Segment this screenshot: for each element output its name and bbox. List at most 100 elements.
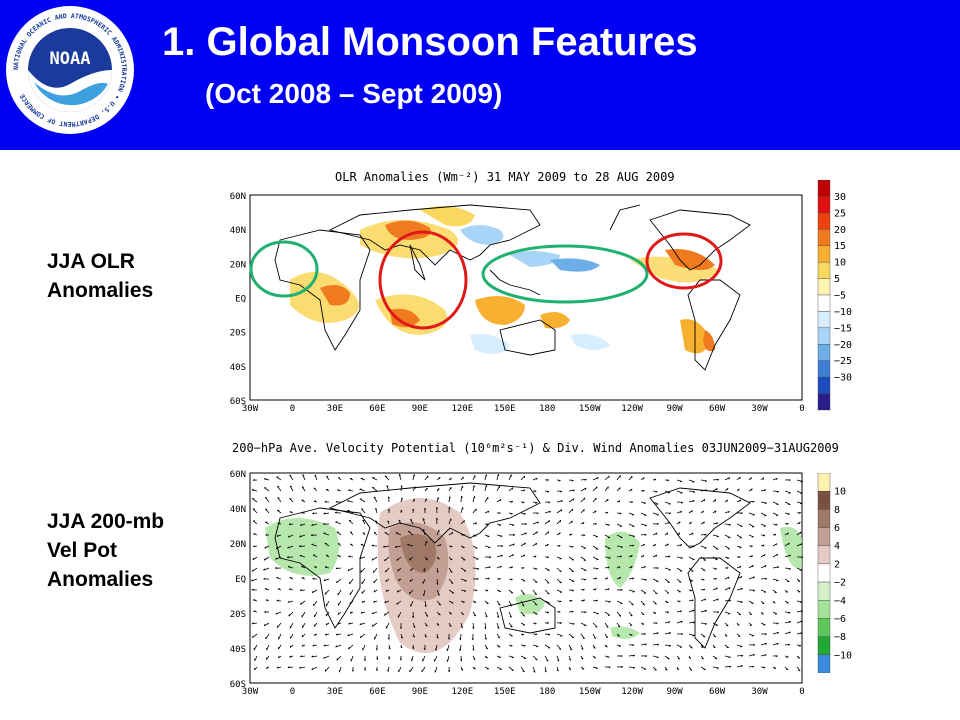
- wind-vector-head: [251, 579, 254, 582]
- wind-vector: [323, 532, 330, 536]
- wind-vector-head: [788, 542, 790, 545]
- wind-vector-head: [558, 648, 562, 650]
- colorbar-swatch: [817, 581, 831, 601]
- wind-vector-head: [413, 474, 416, 477]
- wind-vector-head: [275, 566, 278, 569]
- wind-vector: [712, 488, 718, 492]
- page-subtitle: (Oct 2008 – Sept 2009): [205, 78, 503, 109]
- wind-vector: [664, 655, 670, 660]
- colorbar-swatch: [817, 618, 831, 637]
- wind-vector: [664, 555, 671, 558]
- wind-vector-head: [621, 666, 624, 669]
- wind-vector-head: [311, 590, 314, 593]
- wind-vector-head: [424, 507, 427, 510]
- wind-vector-head: [691, 532, 694, 535]
- wind-vector: [520, 655, 527, 659]
- longitude-tick-label: 30W: [242, 404, 259, 414]
- wind-vector-head: [680, 502, 684, 504]
- colorbar-swatch: [817, 393, 831, 411]
- wind-vector: [784, 611, 791, 613]
- wind-vector-head: [642, 554, 645, 558]
- wind-vector: [349, 589, 354, 595]
- wind-vector-head: [384, 601, 387, 604]
- wind-vector-head: [582, 588, 585, 591]
- wind-vector-head: [716, 598, 719, 601]
- latitude-tick-label: 20S: [230, 610, 246, 620]
- wind-vector-head: [302, 474, 305, 477]
- wind-vector-head: [655, 554, 658, 557]
- wind-vector-head: [703, 588, 706, 591]
- wind-vector-head: [511, 566, 514, 569]
- wind-vector: [508, 543, 515, 547]
- wind-vector-head: [407, 543, 410, 546]
- wind-vector: [374, 633, 378, 640]
- wind-vector: [336, 578, 342, 584]
- wind-vector-head: [618, 500, 621, 503]
- wind-vector: [748, 523, 755, 528]
- wind-vector-head: [740, 601, 743, 604]
- wind-vector-head: [607, 588, 610, 591]
- wind-vector-head: [535, 604, 538, 606]
- wind-vector-head: [568, 658, 572, 661]
- wind-vector: [484, 497, 489, 503]
- wind-vector: [700, 534, 707, 536]
- wind-vector-head: [596, 568, 599, 570]
- wind-vector-head: [460, 626, 463, 629]
- wind-vector: [676, 479, 682, 482]
- wind-vector: [652, 643, 659, 646]
- wind-vector-head: [371, 611, 374, 614]
- wind-vector-head: [692, 609, 695, 612]
- wind-vector-head: [632, 644, 635, 647]
- wind-vector: [350, 655, 354, 662]
- wind-vector-head: [485, 485, 488, 488]
- wind-vector: [520, 542, 526, 547]
- wind-vector-head: [312, 512, 315, 515]
- wind-vector: [360, 567, 366, 573]
- wind-vector-head: [678, 521, 681, 524]
- wind-vector: [264, 556, 270, 561]
- wind-vector: [252, 508, 258, 514]
- colorbar-swatch: [817, 327, 831, 345]
- wind-vector: [290, 633, 294, 639]
- wind-vector-head: [386, 485, 389, 488]
- longitude-tick-label: 0: [799, 404, 804, 414]
- colorbar-swatch: [817, 278, 831, 296]
- wind-vector-head: [632, 535, 635, 538]
- wind-vector-head: [484, 637, 487, 640]
- wind-vector-head: [654, 544, 656, 547]
- wind-vector-head: [251, 622, 254, 625]
- wind-vector-head: [583, 578, 587, 581]
- wind-vector: [712, 522, 719, 525]
- wind-vector-head: [547, 531, 550, 534]
- wind-vector-head: [716, 478, 720, 481]
- wind-vector: [568, 567, 574, 573]
- wind-vector-head: [689, 669, 693, 671]
- wind-vector: [556, 567, 562, 572]
- wind-vector: [544, 520, 550, 525]
- wind-vector-head: [509, 604, 513, 607]
- wind-vector-head: [800, 610, 803, 613]
- wind-vector: [796, 479, 803, 482]
- wind-vector-head: [556, 669, 559, 672]
- wind-vector: [628, 534, 635, 537]
- wind-vector-head: [788, 554, 791, 557]
- wind-vector-head: [536, 531, 538, 534]
- colorbar-swatch: [817, 360, 831, 378]
- wind-vector-head: [425, 625, 428, 627]
- wind-vector: [760, 589, 767, 593]
- wind-vector: [460, 520, 465, 525]
- wind-vector-head: [570, 600, 573, 602]
- wind-vector: [520, 600, 525, 607]
- wind-vector: [520, 589, 525, 595]
- wind-vector-head: [536, 512, 539, 515]
- wind-vector-head: [607, 656, 610, 658]
- panel2-label-line: Anomalies: [47, 568, 154, 591]
- wind-vector: [448, 589, 455, 594]
- wind-vector-head: [301, 644, 304, 647]
- wind-vector-head: [522, 670, 525, 673]
- wind-vector-head: [667, 543, 669, 546]
- wind-vector: [544, 589, 550, 595]
- wind-vector-head: [665, 668, 668, 671]
- wind-vector-head: [324, 633, 327, 636]
- longitude-tick-label: 150W: [579, 687, 601, 697]
